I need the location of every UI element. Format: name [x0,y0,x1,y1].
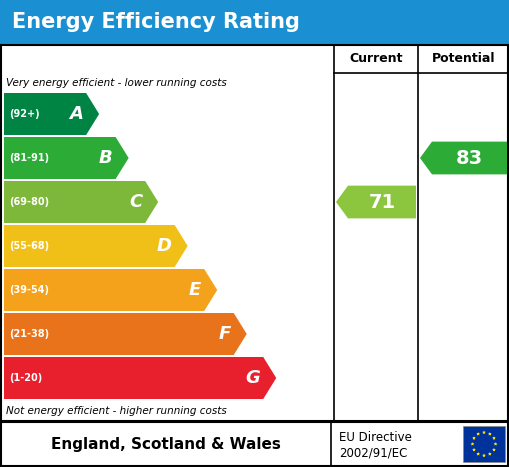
Polygon shape [4,269,217,311]
Polygon shape [492,448,496,452]
Text: Current: Current [349,52,403,65]
Polygon shape [4,93,99,135]
Polygon shape [488,432,492,436]
Bar [463,426,505,462]
Text: (69-80): (69-80) [9,197,49,207]
Polygon shape [4,137,129,179]
Text: Potential: Potential [432,52,495,65]
Text: Very energy efficient - lower running costs: Very energy efficient - lower running co… [6,78,227,88]
Text: D: D [157,237,172,255]
Polygon shape [482,453,486,457]
Text: G: G [245,369,260,387]
Text: (81-91): (81-91) [9,153,49,163]
Polygon shape [488,452,492,456]
Bar [0,0,509,44]
Text: B: B [99,149,112,167]
Polygon shape [471,442,474,446]
Polygon shape [336,185,416,219]
Polygon shape [476,452,480,456]
Text: E: E [189,281,201,299]
Bar [0,44,509,421]
Polygon shape [4,225,188,267]
Text: 71: 71 [369,192,395,212]
Text: (1-20): (1-20) [9,373,42,383]
Text: EU Directive: EU Directive [339,431,412,444]
Polygon shape [4,357,276,399]
Text: Energy Efficiency Rating: Energy Efficiency Rating [12,12,300,32]
Text: England, Scotland & Wales: England, Scotland & Wales [50,437,280,452]
Polygon shape [476,432,480,436]
Polygon shape [492,436,496,440]
Polygon shape [472,448,476,452]
Text: Not energy efficient - higher running costs: Not energy efficient - higher running co… [6,406,227,416]
Text: 2002/91/EC: 2002/91/EC [339,447,407,460]
Text: 83: 83 [456,149,483,168]
Polygon shape [472,436,476,440]
Polygon shape [4,313,247,355]
Polygon shape [494,442,497,446]
Polygon shape [4,181,158,223]
Text: (39-54): (39-54) [9,285,49,295]
Polygon shape [420,142,507,174]
Text: (55-68): (55-68) [9,241,49,251]
Bar [1,45,508,421]
Bar [1,422,508,466]
Text: (21-38): (21-38) [9,329,49,339]
Text: A: A [69,105,83,123]
Text: (92+): (92+) [9,109,40,119]
Text: F: F [218,325,231,343]
Text: C: C [129,193,142,211]
Polygon shape [482,431,486,434]
